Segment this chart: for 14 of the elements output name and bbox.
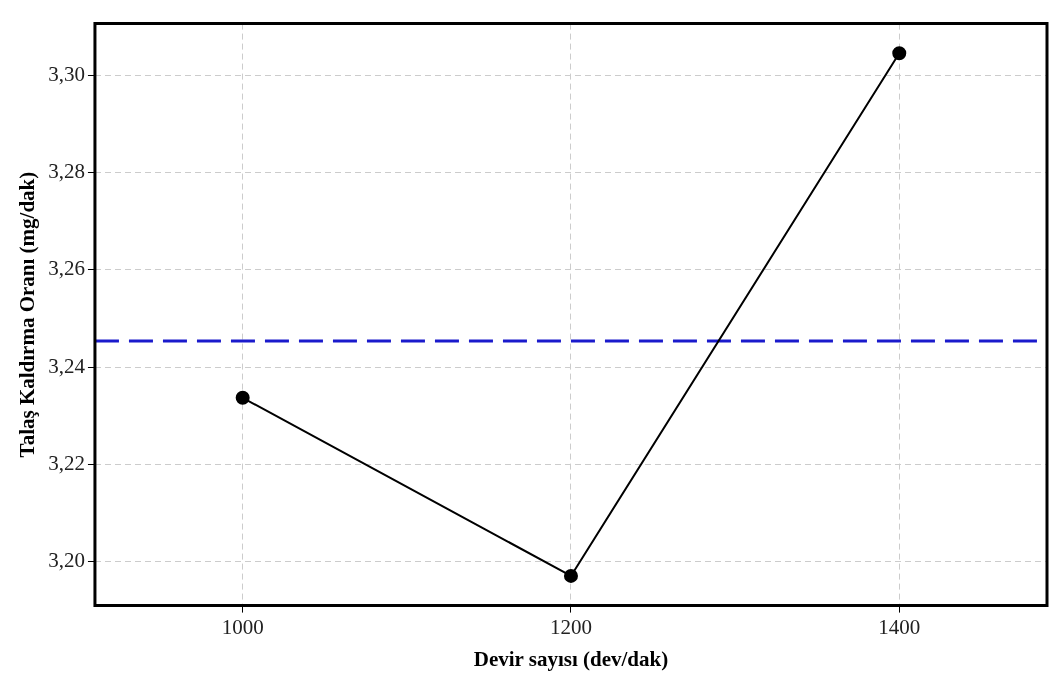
x-tick-label: 1400 xyxy=(878,614,921,639)
point xyxy=(892,46,907,61)
y-tick-label: 3,30 xyxy=(48,61,85,86)
y-tick-label: 3,24 xyxy=(48,353,86,378)
point xyxy=(563,568,578,583)
y-tick-label: 3,28 xyxy=(48,159,85,184)
y-tick-label: 3,20 xyxy=(48,548,85,573)
x-tick-label: 1000 xyxy=(221,614,264,639)
y-axis-title: Talaş Kaldırma Oranı (mg/dak) xyxy=(15,171,40,458)
point xyxy=(235,390,250,405)
x-axis-title: Devir sayısı (dev/dak) xyxy=(473,646,669,671)
y-tick-label: 3,26 xyxy=(48,256,85,281)
y-tick-label: 3,22 xyxy=(48,451,85,475)
x-tick-label: 1200 xyxy=(549,614,592,639)
